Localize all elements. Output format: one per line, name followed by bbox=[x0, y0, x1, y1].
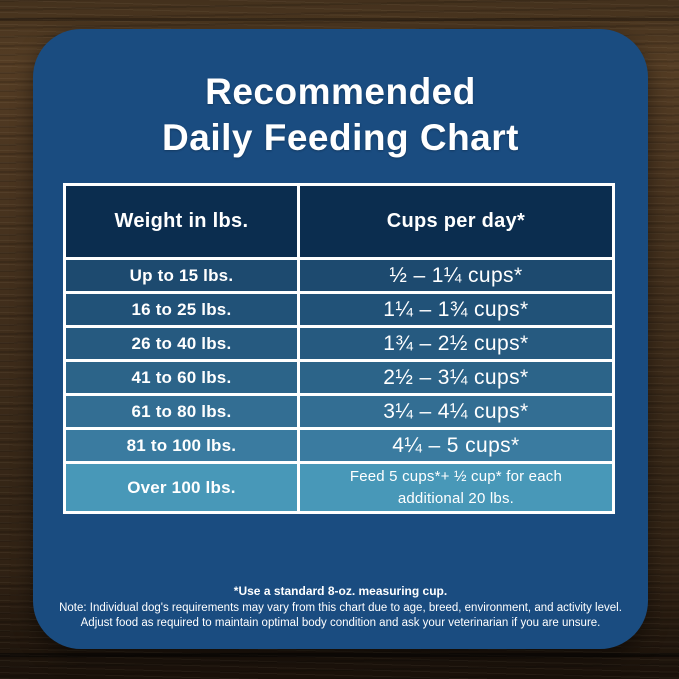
footnote-adjust: Adjust food as required to maintain opti… bbox=[80, 617, 601, 630]
table-row: 26 to 40 lbs. 1¾ – 2½ cups* bbox=[63, 325, 616, 362]
cups-cell: ½ – 1¼ cups* bbox=[296, 257, 616, 294]
footnote-note: Note: Individual dog's requirements may … bbox=[59, 602, 622, 615]
weight-cell: Over 100 lbs. bbox=[63, 461, 300, 514]
footnotes: *Use a standard 8-oz. measuring cup. Not… bbox=[33, 584, 648, 631]
page-title: Recommended Daily Feeding Chart bbox=[33, 69, 648, 160]
weight-cell: 26 to 40 lbs. bbox=[63, 325, 300, 362]
table-header-weight: Weight in lbs. bbox=[63, 183, 300, 260]
table-header-cups: Cups per day* bbox=[296, 183, 616, 260]
table-row: 16 to 25 lbs. 1¼ – 1¾ cups* bbox=[63, 291, 616, 328]
table-row: Over 100 lbs. Feed 5 cups*+ ½ cup* for e… bbox=[63, 461, 616, 514]
feeding-chart-card: Recommended Daily Feeding Chart Weight i… bbox=[33, 29, 648, 649]
table-row: 81 to 100 lbs. 4¼ – 5 cups* bbox=[63, 427, 616, 464]
cups-cell: Feed 5 cups*+ ½ cup* for each additional… bbox=[296, 461, 616, 514]
cups-cell: 2½ – 3¼ cups* bbox=[296, 359, 616, 396]
cups-cell: 3¼ – 4¼ cups* bbox=[296, 393, 616, 430]
feeding-table-container: Weight in lbs. Cups per day* Up to 15 lb… bbox=[63, 183, 616, 514]
table-row: 61 to 80 lbs. 3¼ – 4¼ cups* bbox=[63, 393, 616, 430]
weight-cell: 16 to 25 lbs. bbox=[63, 291, 300, 328]
feeding-table: Weight in lbs. Cups per day* Up to 15 lb… bbox=[63, 183, 616, 514]
title-line-2: Daily Feeding Chart bbox=[162, 116, 519, 158]
weight-cell: 41 to 60 lbs. bbox=[63, 359, 300, 396]
table-row: Up to 15 lbs. ½ – 1¼ cups* bbox=[63, 257, 616, 294]
weight-cell: 81 to 100 lbs. bbox=[63, 427, 300, 464]
table-header-row: Weight in lbs. Cups per day* bbox=[63, 183, 616, 260]
weight-cell: Up to 15 lbs. bbox=[63, 257, 300, 294]
title-line-1: Recommended bbox=[205, 71, 476, 112]
cups-cell: 1¾ – 2½ cups* bbox=[296, 325, 616, 362]
cups-cell: 1¼ – 1¾ cups* bbox=[296, 291, 616, 328]
footnote-measuring-cup: *Use a standard 8-oz. measuring cup. bbox=[233, 584, 448, 598]
weight-cell: 61 to 80 lbs. bbox=[63, 393, 300, 430]
cups-cell-text: Feed 5 cups*+ ½ cup* for each additional… bbox=[349, 467, 563, 507]
cups-cell: 4¼ – 5 cups* bbox=[296, 427, 616, 464]
table-row: 41 to 60 lbs. 2½ – 3¼ cups* bbox=[63, 359, 616, 396]
